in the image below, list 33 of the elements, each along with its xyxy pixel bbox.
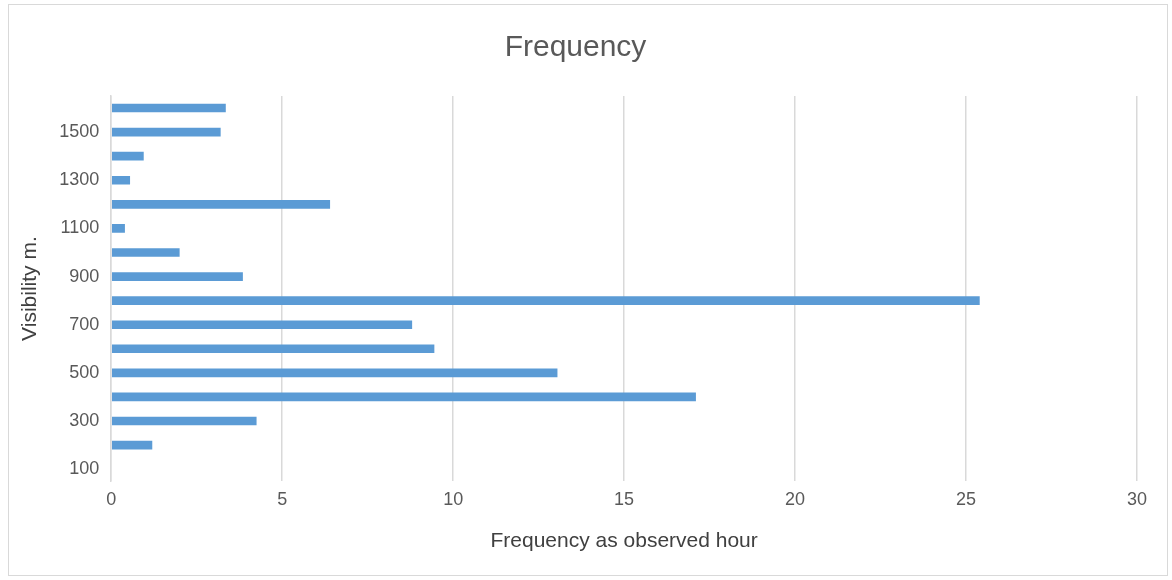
bar (111, 248, 180, 257)
y-tick-label: 900 (69, 265, 100, 286)
y-tick-label: 500 (69, 361, 100, 382)
bar (111, 392, 696, 402)
x-tick-label: 10 (443, 488, 464, 509)
y-tick-label: 100 (69, 458, 100, 479)
bar (111, 103, 226, 113)
bar (111, 224, 125, 233)
x-tick-label: 25 (956, 488, 977, 509)
bar (111, 296, 980, 305)
x-tick-label: 15 (614, 488, 635, 509)
bar (111, 416, 257, 426)
bar (111, 272, 243, 281)
bar (111, 320, 413, 330)
bar (111, 440, 153, 450)
x-tick-label: 5 (277, 488, 288, 509)
x-tick-label: 0 (106, 488, 117, 509)
bar (111, 344, 435, 354)
chart-title: Frequency (504, 29, 647, 63)
y-tick-label: 1100 (60, 217, 100, 238)
bar (111, 175, 131, 185)
y-tick-label: 1300 (59, 169, 100, 190)
bar (111, 200, 331, 209)
x-axis-title: Frequency as observed hour (490, 528, 758, 552)
bar (111, 127, 221, 137)
x-tick-label: 30 (1126, 488, 1148, 509)
y-tick-label: 700 (69, 313, 100, 334)
x-tick-label: 20 (785, 488, 806, 509)
y-tick-label: 300 (69, 409, 100, 430)
bar (111, 151, 144, 161)
bar (111, 368, 558, 378)
y-axis-title: Visibility m. (17, 236, 41, 341)
y-tick-label: 1500 (59, 121, 100, 142)
